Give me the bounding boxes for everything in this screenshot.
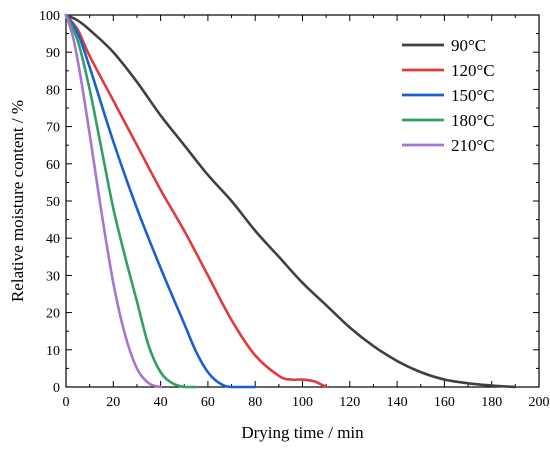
x-tick-label: 100 [292,395,313,410]
data-series [64,13,517,389]
series-line-1 [64,13,328,389]
x-tick-label: 140 [387,395,408,410]
y-tick-label: 0 [53,381,60,396]
y-tick-label: 60 [46,158,60,173]
series-line-3 [64,13,198,389]
x-tick-label: 80 [248,395,262,410]
x-tick-label: 0 [63,395,70,410]
legend-label-3: 180°C [451,111,495,130]
y-tick-label: 80 [46,83,60,98]
legend: 90°C 120°C 150°C 180°C 210°C [402,36,495,155]
x-tick-label: 60 [201,395,215,410]
y-tick-label: 30 [46,269,60,284]
x-tick-label: 120 [339,395,360,410]
x-tick-label: 40 [154,395,168,410]
y-axis-label: Relative moisture content / % [8,100,27,302]
x-axis-label: Drying time / min [241,423,364,442]
x-tick-label: 160 [434,395,455,410]
x-tick-label: 180 [481,395,502,410]
series-line-0 [64,13,517,389]
legend-label-4: 210°C [451,136,495,155]
y-tick-label: 50 [46,195,60,210]
legend-label-0: 90°C [451,36,486,55]
x-tick-label: 200 [529,395,550,410]
y-tick-label: 10 [46,344,60,359]
series-line-4 [64,13,162,389]
x-tick-label: 20 [106,395,120,410]
legend-label-2: 150°C [451,86,495,105]
y-tick-label: 100 [39,9,60,24]
legend-label-1: 120°C [451,61,495,80]
y-tick-label: 40 [46,232,60,247]
y-tick-label: 20 [46,307,60,322]
y-tick-label: 70 [46,121,60,136]
series-line-2 [64,13,257,389]
y-tick-label: 90 [46,46,60,61]
